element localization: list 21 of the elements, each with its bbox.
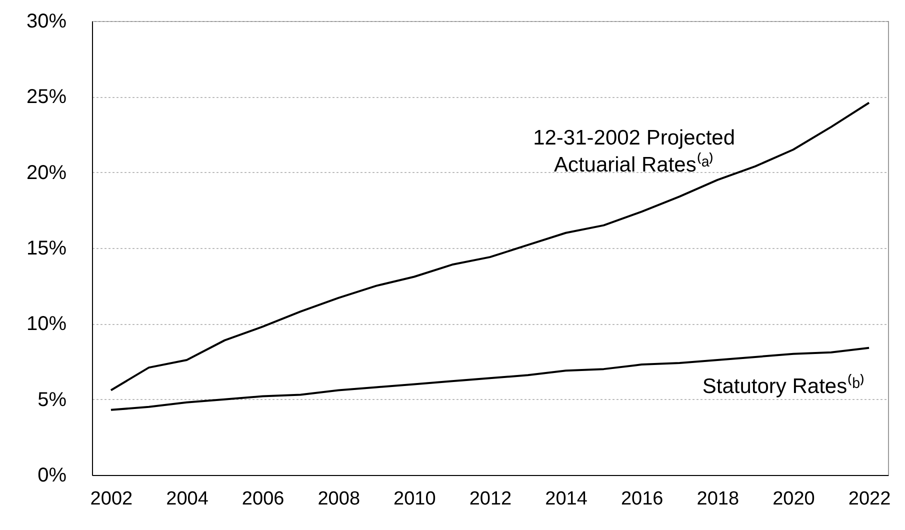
x-tick-label: 2004 [166, 488, 209, 510]
y-tick-label: 0% [38, 464, 67, 486]
x-tick-label: 2022 [848, 488, 891, 510]
x-tick-label: 2012 [469, 488, 512, 510]
x-tick-label: 2006 [242, 488, 284, 510]
y-tick-label: 5% [38, 388, 67, 411]
series-label: Statutory Rates⁽ᵇ⁾ [702, 372, 866, 398]
line-series [110, 346, 870, 411]
x-tick-label: 2014 [545, 488, 588, 510]
x-tick-label: 2010 [394, 488, 436, 510]
y-tick-label: 20% [26, 162, 67, 184]
x-tick-label: 2020 [772, 488, 815, 510]
x-tick-label: 2008 [318, 488, 360, 510]
series-label: 12-31-2002 Projected Actuarial Rates⁽ᵃ⁾ [533, 126, 736, 177]
y-tick-label: 10% [26, 313, 67, 336]
y-tick-label: 15% [26, 238, 67, 260]
y-tick-label: 30% [26, 10, 67, 32]
y-tick-label: 25% [26, 86, 67, 108]
x-tick-label: 2016 [620, 488, 664, 510]
x-tick-label: 2018 [696, 488, 740, 510]
x-tick-label: 2002 [90, 488, 133, 510]
